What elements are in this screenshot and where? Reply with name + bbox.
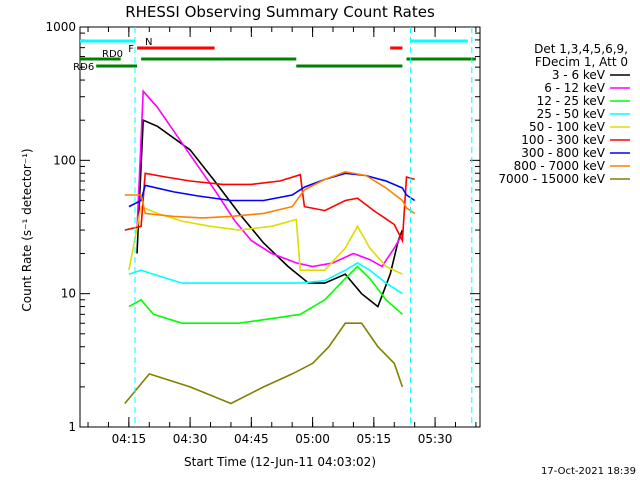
x-tick-label: 05:00	[295, 432, 330, 446]
series-layer	[124, 89, 416, 405]
legend-label-0: 3 - 6 keV	[552, 68, 606, 82]
y-tick-label: 1000	[45, 20, 76, 34]
y-tick-label: 1	[68, 420, 76, 434]
x-tick-label: 04:15	[112, 432, 147, 446]
y-tick-label: 10	[61, 287, 76, 301]
x-tick-label: 04:45	[234, 432, 269, 446]
bar-label-rd6: RD6	[73, 62, 94, 73]
series-line-6	[128, 172, 416, 208]
saa-markers	[134, 27, 473, 427]
plot-frame	[79, 26, 481, 428]
legend-label-6: 300 - 800 keV	[521, 146, 605, 160]
legend-label-8: 7000 - 15000 keV	[498, 172, 605, 186]
series-line-2	[128, 265, 403, 325]
y-axis-label: Count Rate (s⁻¹ detector⁻¹)	[20, 148, 34, 311]
legend-label-2: 12 - 25 keV	[537, 94, 606, 108]
y-tick-label: 100	[53, 153, 76, 167]
bar-label-rd0: RD0	[102, 49, 123, 60]
legend-label-7: 800 - 7000 keV	[514, 159, 606, 173]
series-line-3	[128, 261, 403, 295]
footer-timestamp: 17-Oct-2021 18:39	[541, 466, 636, 477]
axis-ticks: 04:15 04:30 04:45 05:00 05:15 05:30 1 10 100 1000	[45, 20, 480, 446]
x-tick-label: 05:15	[357, 432, 392, 446]
chart-title: RHESSI Observing Summary Count Rates	[125, 3, 435, 21]
legend-label-1: 6 - 12 keV	[544, 81, 606, 95]
attenuator-bars: NF RD0 RD6	[73, 37, 476, 73]
plot-border	[79, 26, 481, 428]
series-line-5	[124, 172, 415, 244]
series-line-0	[136, 119, 404, 308]
x-axis-label: Start Time (12-Jun-11 04:03:02)	[184, 455, 376, 469]
legend: Det 1,3,4,5,6,9, FDecim 1, Att 0 3 - 6 k…	[498, 42, 630, 186]
series-line-1	[136, 89, 404, 268]
bar-label-n: N	[145, 37, 152, 48]
legend-header-line-1: Det 1,3,4,5,6,9,	[534, 42, 628, 56]
series-line-7	[124, 170, 416, 219]
legend-label-5: 100 - 300 keV	[521, 133, 605, 147]
x-tick-label: 05:30	[418, 432, 453, 446]
series-line-8	[124, 322, 404, 405]
x-tick-label: 04:30	[173, 432, 208, 446]
legend-label-4: 50 - 100 keV	[529, 120, 606, 134]
legend-header-line-2: FDecim 1, Att 0	[535, 55, 628, 69]
legend-label-3: 25 - 50 keV	[537, 107, 606, 121]
bar-label-f: F	[128, 44, 134, 55]
